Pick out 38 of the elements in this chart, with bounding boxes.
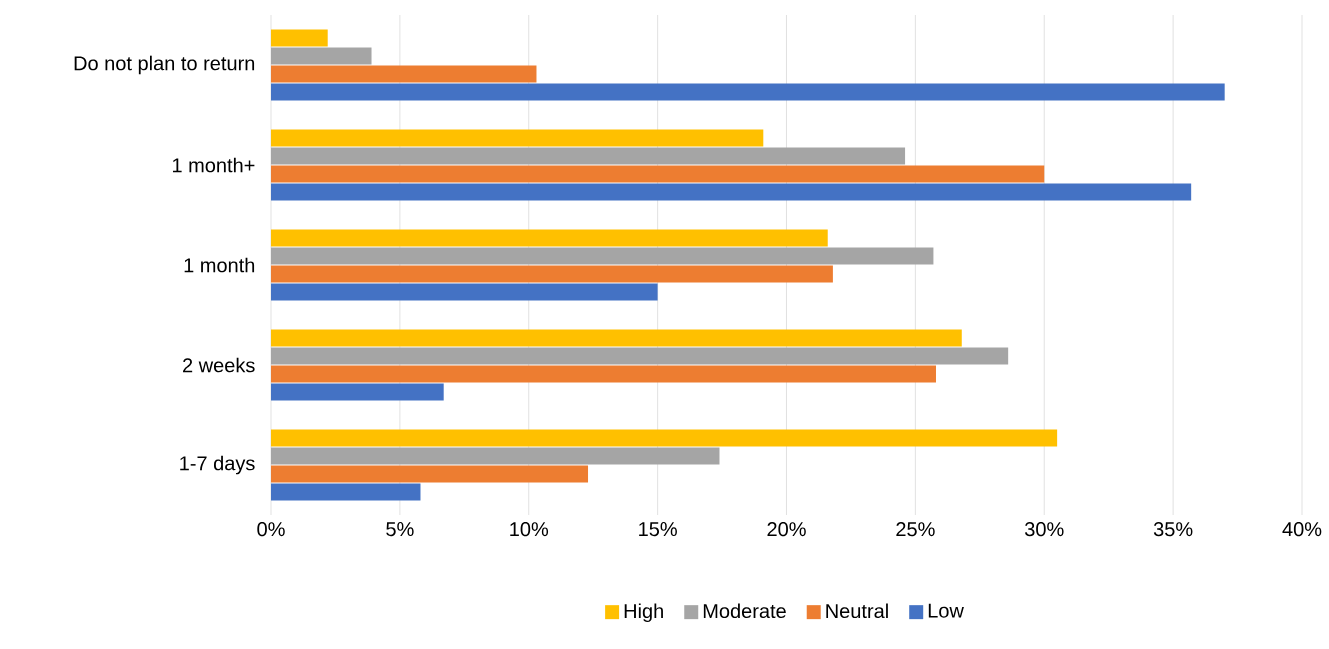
x-tick-label: 15% xyxy=(639,522,677,537)
bar xyxy=(271,183,1192,201)
bar xyxy=(271,329,962,347)
y-tick-label: 1 month+ xyxy=(172,157,255,173)
bar xyxy=(271,347,1009,365)
x-tick-label: 35% xyxy=(1153,522,1193,537)
bar xyxy=(271,365,936,383)
legend-label: Low xyxy=(928,603,964,618)
bar xyxy=(271,165,1045,183)
x-tick-label: 40% xyxy=(1282,522,1322,537)
y-tick-label: Do not plan to return xyxy=(74,55,255,75)
y-tick-label: 1 month xyxy=(184,257,255,273)
bar xyxy=(271,383,444,401)
y-tick-label: 1-7 days xyxy=(180,455,255,475)
bar xyxy=(271,429,1058,447)
legend-label: Moderate xyxy=(703,603,786,619)
bar xyxy=(271,47,372,65)
bar xyxy=(271,29,328,47)
x-tick-label: 0% xyxy=(257,522,285,537)
bar xyxy=(271,483,421,501)
y-tick-label: 2 weeks xyxy=(183,357,255,373)
bar xyxy=(271,129,764,147)
x-tick-label: 20% xyxy=(767,522,806,537)
x-tick-label: 30% xyxy=(1024,522,1064,537)
bar xyxy=(271,247,934,265)
bar xyxy=(271,83,1225,101)
bar xyxy=(271,147,906,165)
bar xyxy=(271,465,589,483)
bar xyxy=(271,447,720,465)
bar xyxy=(271,65,537,83)
bar xyxy=(271,283,658,301)
x-tick-label: 5% xyxy=(386,522,414,537)
legend-label: Neutral xyxy=(826,603,888,619)
bar xyxy=(271,265,833,283)
legend-label: High xyxy=(624,603,663,623)
bar xyxy=(271,229,828,247)
x-tick-label: 25% xyxy=(896,522,935,537)
x-tick-label: 10% xyxy=(510,522,549,537)
